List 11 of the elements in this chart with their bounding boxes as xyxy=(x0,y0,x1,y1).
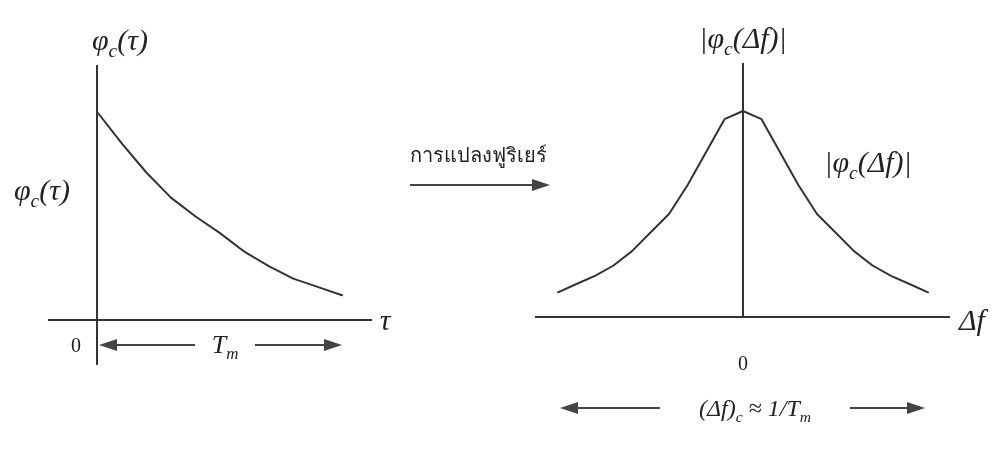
y-axis-title: φ$_{c}$(τ) xyxy=(92,23,148,61)
text: (Δf)$_{c}$ ≈ 1/T$_{m}$ xyxy=(698,395,812,425)
y-axis-title: |φ$_{c}$(Δf)| xyxy=(699,21,787,59)
x-axis-title: Δf xyxy=(958,303,989,336)
text: 0 xyxy=(71,334,81,356)
text: 0 xyxy=(738,352,748,374)
text: T$_{m}$ xyxy=(211,330,239,363)
x-axis-title: τ xyxy=(379,303,392,336)
annotation: การแปลงฟูริเยร์ xyxy=(409,144,547,168)
series-label: |φ$_{c}$(Δf)| xyxy=(824,145,912,183)
series-label: φ$_{c}$(τ) xyxy=(14,173,70,211)
